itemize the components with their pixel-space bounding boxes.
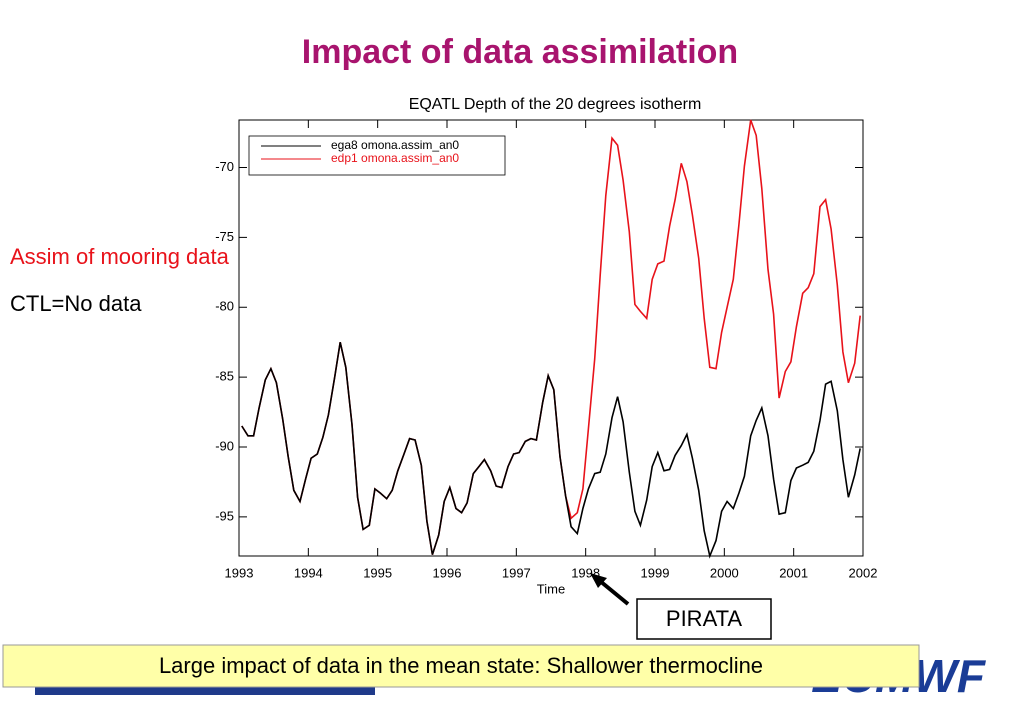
plot-frame <box>238 119 864 557</box>
slide-title: Impact of data assimilation <box>302 33 738 71</box>
x-tick-label: 1996 <box>433 565 462 580</box>
x-axis-label: Time <box>537 581 565 596</box>
y-tick-label: -95 <box>215 508 234 523</box>
callout-box <box>636 598 772 640</box>
x-tick-label: 1998 <box>571 565 600 580</box>
x-tick-label: 2002 <box>849 565 878 580</box>
y-tick-label: -90 <box>215 438 234 453</box>
series-line <box>241 119 861 555</box>
x-tick-label: 1993 <box>225 565 254 580</box>
conclusion-text: Large impact of data in the mean state: … <box>159 653 763 678</box>
x-tick-label: 2001 <box>779 565 808 580</box>
conclusion-box <box>2 644 920 688</box>
y-tick-label: -75 <box>215 229 234 244</box>
legend-box <box>248 135 506 176</box>
note-ctl: CTL=No data <box>10 291 142 316</box>
x-tick-label: 1999 <box>641 565 670 580</box>
y-tick-label: -80 <box>215 299 234 314</box>
y-tick-label: -85 <box>215 369 234 384</box>
series-line <box>241 342 861 559</box>
note-assim: Assim of mooring data <box>10 244 230 269</box>
legend-label: ega8 omona.assim_an0 <box>331 138 459 152</box>
callout-arrow <box>598 579 630 606</box>
chart-title: EQATL Depth of the 20 degrees isotherm <box>409 96 702 113</box>
arrow-head <box>590 573 607 588</box>
x-tick-label: 1997 <box>502 565 531 580</box>
x-tick-label: 1994 <box>294 565 323 580</box>
y-tick-label: -70 <box>215 159 234 174</box>
x-tick-label: 1995 <box>363 565 392 580</box>
callout-text: PIRATA <box>666 606 743 631</box>
x-tick-label: 2000 <box>710 565 739 580</box>
legend-label: edp1 omona.assim_an0 <box>331 151 459 165</box>
